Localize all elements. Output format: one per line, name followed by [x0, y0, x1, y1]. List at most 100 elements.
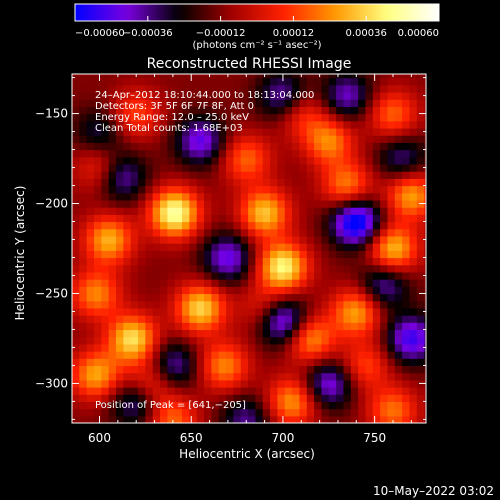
heatmap-cell — [211, 379, 220, 388]
heatmap-cell — [380, 91, 389, 100]
heatmap-cell — [270, 307, 279, 316]
heatmap-cell — [211, 142, 220, 151]
heatmap-cell — [402, 408, 411, 417]
heatmap-cell — [394, 99, 403, 107]
heatmap-cell — [255, 91, 264, 100]
heatmap-cell — [130, 408, 139, 417]
heatmap-cell — [292, 372, 301, 381]
heatmap-cell — [409, 243, 418, 251]
heatmap-cell — [299, 156, 308, 165]
heatmap-cell — [402, 300, 411, 309]
heatmap-cell — [116, 271, 124, 280]
heatmap-cell — [416, 264, 425, 273]
heatmap-cell — [314, 394, 323, 403]
heatmap-cell — [123, 271, 132, 280]
heatmap-cell — [167, 307, 176, 316]
heatmap-cell — [240, 358, 249, 367]
heatmap-cell — [358, 243, 367, 251]
heatmap-cell — [79, 365, 88, 374]
heatmap-cell — [204, 343, 212, 352]
heatmap-cell — [387, 322, 396, 331]
heatmap-cell — [160, 358, 168, 367]
heatmap-cell — [306, 408, 315, 417]
heatmap-cell — [336, 127, 345, 136]
heatmap-cell — [240, 84, 249, 93]
heatmap-cell — [416, 322, 425, 331]
heatmap-cell — [204, 250, 212, 259]
heatmap-cell — [380, 74, 389, 79]
heatmap-cell — [321, 343, 330, 352]
heatmap-cell — [380, 106, 389, 115]
heatmap-cell — [145, 171, 154, 179]
heatmap-cell — [167, 199, 176, 208]
heatmap-cell — [108, 250, 117, 259]
heatmap-cell — [211, 257, 220, 266]
heatmap-cell — [211, 228, 220, 237]
heatmap-cell — [211, 163, 220, 172]
heatmap-cell — [306, 149, 315, 158]
heatmap-cell — [152, 372, 161, 381]
heatmap-cell — [284, 372, 293, 381]
heatmap-cell — [226, 372, 235, 381]
heatmap-cell — [255, 84, 264, 93]
heatmap-cell — [416, 77, 425, 86]
heatmap-cell — [358, 127, 367, 136]
heatmap-cell — [262, 394, 271, 403]
heatmap-cell — [321, 279, 330, 287]
heatmap-cell — [255, 408, 264, 417]
heatmap-cell — [152, 279, 161, 287]
heatmap-cell — [138, 163, 146, 172]
heatmap-cell — [233, 257, 242, 266]
heatmap-cell — [218, 84, 227, 93]
heatmap-cell — [277, 343, 286, 352]
heatmap-cell — [226, 286, 235, 295]
heatmap-cell — [270, 228, 279, 237]
heatmap-cell — [94, 74, 102, 79]
heatmap-cell — [416, 221, 425, 230]
heatmap-cell — [160, 286, 168, 295]
heatmap-cell — [336, 365, 345, 374]
heatmap-cell — [277, 135, 286, 143]
heatmap-cell — [240, 74, 249, 79]
heatmap-cell — [94, 84, 102, 93]
heatmap-cell — [336, 113, 345, 122]
heatmap-cell — [138, 408, 146, 417]
heatmap-cell — [336, 372, 345, 381]
heatmap-cell — [306, 322, 315, 331]
heatmap-cell — [402, 199, 411, 208]
colorbar-tick-label: 0.00036 — [346, 28, 387, 39]
heatmap-cell — [189, 279, 198, 287]
heatmap-cell — [211, 365, 220, 374]
heatmap-cell — [255, 178, 264, 187]
heatmap-cell — [416, 214, 425, 223]
heatmap-cell — [130, 171, 139, 179]
heatmap-cell — [394, 185, 403, 194]
heatmap-cell — [233, 271, 242, 280]
heatmap-cell — [101, 379, 110, 388]
heatmap-cell — [299, 329, 308, 338]
heatmap-cell — [116, 91, 124, 100]
heatmap-cell — [182, 84, 190, 93]
heatmap-cell — [365, 250, 374, 259]
heatmap-cell — [372, 300, 381, 309]
heatmap-cell — [152, 120, 161, 129]
heatmap-cell — [233, 351, 242, 359]
heatmap-cell — [402, 307, 411, 316]
heatmap-cell — [380, 315, 389, 323]
heatmap-cell — [79, 415, 88, 423]
heatmap-cell — [336, 235, 345, 244]
heatmap-cell — [255, 415, 264, 423]
heatmap-cell — [94, 286, 102, 295]
heatmap-cell — [94, 99, 102, 107]
heatmap-cell — [314, 358, 323, 367]
heatmap-cell — [350, 214, 359, 223]
heatmap-cell — [145, 387, 154, 395]
heatmap-cell — [233, 149, 242, 158]
heatmap-cell — [416, 329, 425, 338]
heatmap-cell — [240, 135, 249, 143]
heatmap-cell — [372, 192, 381, 201]
heatmap-cell — [94, 106, 102, 115]
heatmap-cell — [226, 106, 235, 115]
heatmap-cell — [343, 84, 352, 93]
heatmap-cell — [86, 192, 95, 201]
